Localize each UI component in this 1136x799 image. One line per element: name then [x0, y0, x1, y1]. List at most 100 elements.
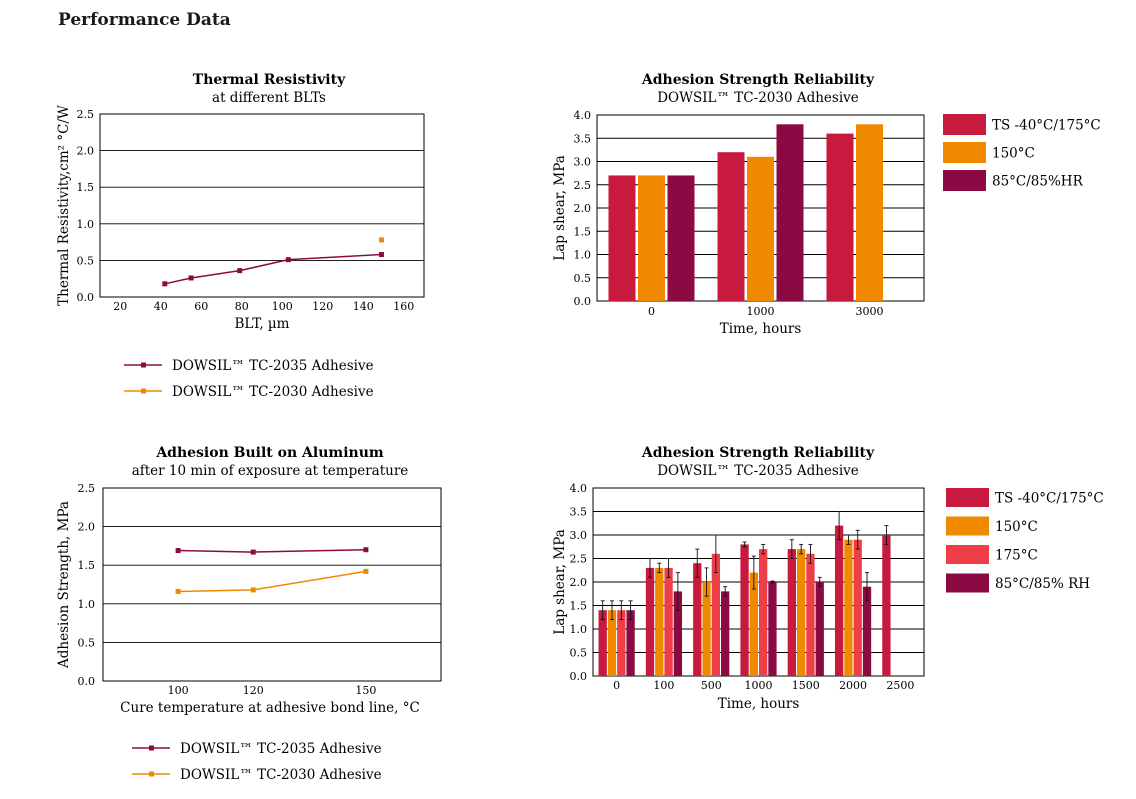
x-tick-label: 1000	[747, 305, 775, 318]
bar	[759, 549, 768, 676]
x-tick-label: 140	[353, 300, 374, 313]
y-tick-label: 3.0	[574, 156, 592, 169]
bar	[664, 567, 673, 676]
adhesion-aluminum-chart: Adhesion Built on Aluminum after 10 min o…	[56, 445, 442, 783]
legend-swatch	[943, 142, 986, 163]
data-point	[237, 268, 243, 274]
y-tick-label: 2.5	[78, 482, 96, 495]
data-point	[363, 547, 369, 553]
legend-label: DOWSIL™ TC-2035 Adhesive	[172, 358, 374, 374]
bar	[607, 610, 617, 676]
bar	[673, 591, 683, 676]
x-tick-label: 0	[613, 679, 620, 692]
y-tick-label: 1.5	[77, 181, 95, 194]
bar	[721, 591, 730, 676]
x-tick-label: 160	[393, 300, 414, 313]
x-tick-label: 20	[113, 300, 127, 313]
x-tick-label: 40	[154, 300, 168, 313]
y-axis-label: Thermal Resistivity,cm² °C/W	[56, 105, 72, 306]
bar	[655, 567, 664, 676]
x-axis-label: Time, hours	[718, 696, 800, 712]
plot-frame	[592, 487, 925, 677]
thermal-resistivity-chart: Thermal Resistivity at different BLTs 0.0 0…	[56, 72, 425, 400]
bar	[749, 572, 758, 676]
legend-label: 150°C	[995, 519, 1038, 535]
legend-label: 150°C	[992, 146, 1035, 162]
chart-subtitle: DOWSIL™ TC-2035 Adhesive	[657, 463, 859, 479]
bar	[796, 549, 806, 676]
bar	[862, 586, 872, 676]
series-line	[178, 570, 367, 593]
series-line	[164, 253, 382, 285]
bar	[856, 124, 883, 301]
adhesion-reliability-tc2035-chart: Adhesion Strength Reliability DOWSIL™ TC-…	[552, 445, 1104, 712]
bar	[768, 582, 777, 676]
x-tick-label: 2500	[886, 679, 914, 692]
x-tick-label: 80	[235, 300, 249, 313]
legend-marker	[141, 388, 146, 394]
data-point	[175, 588, 181, 594]
bar	[882, 535, 891, 676]
bar	[702, 582, 711, 676]
y-tick-label: 1.0	[574, 249, 592, 262]
data-point	[188, 275, 194, 281]
x-tick-label: 60	[194, 300, 208, 313]
bar	[617, 610, 626, 676]
legend-label: TS -40°C/175°C	[995, 491, 1104, 507]
bar	[740, 544, 749, 676]
legend-marker	[149, 745, 154, 751]
legend-label: DOWSIL™ TC-2030 Adhesive	[180, 767, 382, 783]
x-axis-label: BLT, µm	[235, 316, 290, 332]
y-tick-label: 4.0	[574, 109, 592, 122]
y-tick-label: 1.0	[77, 218, 95, 231]
y-tick-label: 3.0	[570, 529, 588, 542]
y-tick-label: 1.5	[574, 225, 592, 238]
x-tick-label: 1500	[792, 679, 820, 692]
chart-title: Adhesion Built on Aluminum	[155, 445, 384, 461]
legend-swatch	[946, 573, 989, 593]
bar	[717, 152, 745, 301]
chart-subtitle: after 10 min of exposure at temperature	[132, 463, 409, 479]
x-tick-label: 120	[243, 684, 264, 697]
y-tick-label: 2.5	[570, 553, 588, 566]
y-tick-label: 1.5	[570, 600, 588, 613]
x-tick-label: 120	[312, 300, 333, 313]
legend-label: DOWSIL™ TC-2030 Adhesive	[172, 384, 374, 400]
bar	[598, 610, 607, 676]
data-point	[363, 568, 369, 574]
bar	[826, 133, 854, 301]
bar	[626, 610, 635, 676]
series-line	[178, 549, 366, 553]
bar	[815, 582, 824, 676]
y-tick-label: 0.5	[574, 272, 592, 285]
x-tick-label: 1000	[745, 679, 773, 692]
x-axis-label: Cure temperature at adhesive bond line, …	[120, 700, 420, 716]
bar	[711, 553, 721, 676]
chart-title: Adhesion Strength Reliability	[641, 72, 875, 88]
bar	[776, 124, 804, 301]
chart-subtitle: DOWSIL™ TC-2030 Adhesive	[657, 90, 859, 106]
bar	[645, 567, 655, 676]
chart-subtitle: at different BLTs	[212, 90, 326, 106]
legend-swatch	[946, 545, 989, 564]
x-tick-label: 100	[653, 679, 674, 692]
bar	[693, 563, 702, 676]
y-tick-label: 1.5	[78, 559, 96, 572]
y-axis-label: Lap shear, MPa	[552, 155, 568, 261]
y-tick-label: 2.0	[570, 576, 588, 589]
data-point	[162, 281, 168, 287]
legend-label: TS -40°C/175°C	[992, 118, 1101, 134]
y-tick-label: 3.5	[574, 132, 592, 145]
y-tick-label: 2.5	[77, 108, 95, 121]
y-tick-label: 2.0	[78, 521, 96, 534]
data-point	[378, 252, 384, 258]
y-tick-label: 0.0	[78, 675, 96, 688]
bar	[844, 539, 853, 676]
bar	[834, 525, 844, 676]
data-point	[250, 587, 256, 593]
y-tick-label: 0.0	[77, 291, 95, 304]
x-tick-label: 0	[648, 305, 655, 318]
x-tick-label: 3000	[856, 305, 884, 318]
y-tick-label: 0.0	[570, 670, 588, 683]
bar	[806, 553, 815, 676]
